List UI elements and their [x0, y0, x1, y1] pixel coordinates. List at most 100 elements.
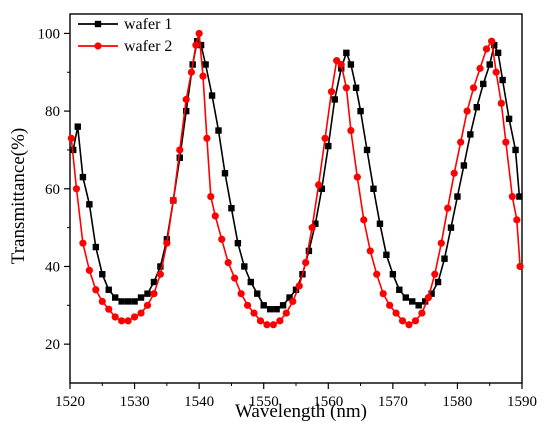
x-tick-label: 1520: [55, 394, 85, 410]
x-tick-label: 1570: [378, 394, 408, 410]
data-point: [98, 297, 106, 306]
data-point: [512, 146, 519, 154]
data-point: [467, 131, 474, 138]
data-point: [215, 127, 222, 134]
data-point: [421, 298, 429, 305]
data-point: [447, 224, 455, 231]
data-point: [337, 60, 345, 69]
y-axis-label: Transmittance(%): [8, 128, 29, 265]
data-point: [105, 286, 112, 293]
data-point: [392, 309, 400, 317]
data-point: [352, 84, 360, 91]
data-point: [347, 126, 355, 135]
data-point: [250, 309, 258, 317]
data-point: [282, 309, 290, 317]
data-point: [379, 290, 387, 298]
data-point: [402, 294, 409, 301]
data-point: [389, 271, 397, 278]
data-point: [130, 313, 139, 321]
data-point: [302, 258, 310, 267]
y-tick-label: 60: [45, 182, 60, 198]
data-point: [67, 134, 75, 142]
data-point: [260, 302, 267, 309]
data-point: [183, 107, 190, 115]
data-point: [150, 290, 158, 298]
x-tick-label: 1540: [184, 394, 214, 410]
data-point: [476, 64, 484, 72]
data-point: [450, 169, 458, 177]
data-point: [437, 239, 445, 247]
data-point: [315, 181, 323, 189]
series-layer: [67, 29, 524, 329]
data-point: [516, 193, 523, 200]
data-point: [497, 99, 505, 107]
data-point: [237, 290, 245, 298]
data-point: [469, 84, 478, 92]
data-point: [247, 278, 254, 286]
data-point: [218, 235, 226, 243]
data-point: [221, 170, 229, 177]
data-point: [234, 239, 242, 247]
data-point: [169, 196, 177, 205]
legend-marker: [94, 42, 102, 50]
data-point: [295, 282, 303, 290]
data-point: [143, 301, 152, 309]
data-point: [480, 80, 487, 88]
data-point: [482, 45, 491, 53]
data-point: [118, 317, 126, 325]
data-point: [79, 173, 87, 181]
data-point: [396, 286, 403, 293]
data-point: [197, 41, 205, 49]
data-point: [357, 107, 364, 115]
data-point: [105, 305, 113, 313]
data-point: [208, 92, 216, 99]
x-tick-label: 1550: [249, 394, 279, 410]
data-point: [505, 115, 513, 123]
data-point: [318, 185, 326, 192]
data-point: [99, 271, 106, 278]
data-point: [111, 313, 119, 321]
data-point: [516, 262, 524, 271]
data-point: [463, 107, 471, 115]
data-point: [353, 173, 361, 181]
legend-item: wafer 2: [78, 38, 172, 55]
data-point: [325, 142, 332, 150]
data-point: [491, 41, 498, 49]
data-point: [124, 298, 132, 305]
data-point: [243, 301, 252, 309]
data-point: [424, 293, 432, 302]
data-point: [366, 247, 374, 255]
data-point: [431, 270, 439, 278]
data-point: [327, 88, 336, 96]
x-tick-label: 1530: [120, 394, 150, 410]
data-point: [202, 61, 209, 68]
data-point: [499, 76, 506, 84]
data-point: [118, 298, 125, 305]
x-axis-label: Wavelength (nm): [235, 401, 367, 422]
y-tick-label: 80: [45, 104, 60, 120]
data-point: [473, 104, 480, 111]
x-tick-label: 1560: [313, 394, 343, 410]
data-point: [124, 317, 132, 325]
data-point: [492, 68, 500, 76]
data-point: [176, 146, 184, 154]
axes-layer: 1520 1530 1540 1550 1560 1570 1580 1590 20 40 60 80…: [38, 26, 538, 410]
data-point: [156, 270, 164, 278]
legend-label: wafer 2: [124, 38, 172, 55]
data-point: [342, 84, 350, 92]
data-point: [211, 212, 219, 220]
data-point: [241, 263, 248, 270]
data-point: [266, 306, 274, 313]
data-point: [203, 134, 211, 142]
data-point: [454, 193, 461, 200]
series-line: [70, 33, 521, 326]
data-point: [286, 294, 293, 301]
data-point: [85, 266, 93, 274]
data-point: [488, 37, 496, 45]
data-point: [137, 309, 145, 317]
legend-label: wafer 1: [124, 16, 172, 33]
data-point: [363, 146, 371, 154]
data-point: [224, 258, 232, 267]
data-point: [292, 286, 300, 293]
